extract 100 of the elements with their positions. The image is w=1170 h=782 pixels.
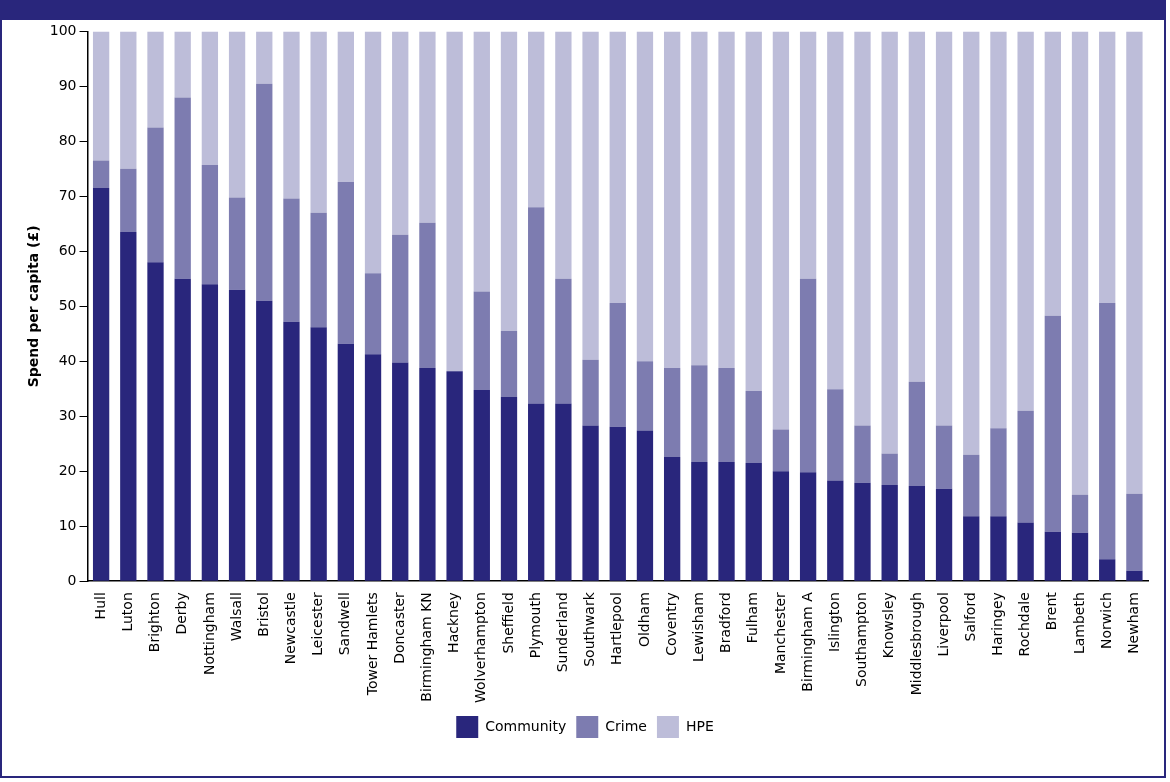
bar <box>364 273 382 355</box>
bar <box>609 426 626 581</box>
bar <box>745 390 762 463</box>
bar <box>364 31 382 274</box>
bar <box>881 453 898 485</box>
x-tick-label: Wolverhampton <box>472 592 489 704</box>
bar <box>1099 559 1116 581</box>
x-tick-label: Southwark <box>581 591 598 667</box>
bar <box>147 262 164 581</box>
x-tick-label: Sandwell <box>336 592 353 656</box>
x-tick-label: Lambeth <box>1070 592 1087 655</box>
bar <box>1017 410 1034 523</box>
bar <box>392 234 409 363</box>
bar <box>555 278 572 404</box>
bar <box>446 31 463 372</box>
bar <box>174 97 191 279</box>
bar <box>718 31 735 368</box>
bar <box>92 31 110 161</box>
bar <box>935 425 953 489</box>
bar <box>528 31 545 208</box>
bar <box>908 381 926 487</box>
x-tick-label: Doncaster <box>390 591 407 664</box>
bar <box>799 472 817 581</box>
bar <box>663 367 681 457</box>
bar <box>174 278 191 581</box>
bar <box>1044 315 1061 532</box>
bar <box>500 397 518 581</box>
bar <box>147 127 164 263</box>
bar <box>1126 570 1143 581</box>
bar <box>555 31 572 279</box>
bar <box>201 31 219 165</box>
y-tick-label: 60 <box>58 241 77 258</box>
legend-label: HPE <box>685 717 714 734</box>
bar <box>310 212 327 328</box>
bar <box>256 83 273 301</box>
bar <box>935 31 953 426</box>
bar <box>582 425 599 581</box>
x-tick-label: Lewisham <box>689 592 706 663</box>
x-tick-label: Manchester <box>771 591 788 675</box>
legend-label: Community <box>485 717 567 734</box>
bar <box>528 207 545 404</box>
x-tick-label: Nottingham <box>200 592 217 675</box>
bar <box>392 362 409 581</box>
bar <box>337 31 354 183</box>
bar <box>283 198 300 322</box>
bar <box>881 484 898 581</box>
x-tick-label: Oldham <box>635 592 652 648</box>
bar <box>555 403 572 581</box>
bar <box>419 222 436 368</box>
y-tick-label: 0 <box>67 571 77 588</box>
x-tick-label: Birmingham KN <box>418 592 435 702</box>
y-tick-label: 90 <box>58 77 77 94</box>
bar <box>636 430 654 581</box>
y-tick-label: 50 <box>58 296 77 313</box>
bar <box>228 31 246 198</box>
bar <box>337 343 354 581</box>
x-tick-label: Newham <box>1125 592 1142 654</box>
bar <box>772 471 790 581</box>
bar <box>419 31 436 223</box>
bar <box>1099 31 1116 304</box>
bar <box>745 463 762 581</box>
bar <box>174 31 191 98</box>
x-tick-label: Bradford <box>717 592 734 653</box>
x-tick-label: Coventry <box>662 592 679 656</box>
bar <box>745 31 762 391</box>
bar <box>854 31 871 426</box>
bar <box>990 516 1007 581</box>
bar <box>92 160 110 189</box>
x-tick-label: Plymouth <box>526 592 543 659</box>
x-tick-label: Luton <box>118 592 135 632</box>
bar <box>827 31 844 390</box>
bar <box>609 31 626 304</box>
bar <box>473 291 490 390</box>
bar <box>364 354 382 581</box>
bar <box>201 165 219 285</box>
bar <box>1071 31 1089 495</box>
bar <box>419 367 436 581</box>
bar <box>636 31 654 362</box>
bar <box>772 31 790 430</box>
y-tick-label: 20 <box>58 461 77 478</box>
y-tick-label: 100 <box>49 22 77 39</box>
x-tick-label: Norwich <box>1097 592 1114 649</box>
bar <box>1017 522 1034 581</box>
x-tick-label: Fulham <box>744 592 761 644</box>
bar <box>283 31 300 199</box>
bar <box>990 428 1007 517</box>
x-tick-label: Rochdale <box>1016 592 1033 657</box>
bar <box>827 389 844 481</box>
x-tick-label: Middlesbrough <box>907 592 924 696</box>
bar <box>283 321 300 581</box>
x-tick-label: Brent <box>1043 591 1060 631</box>
y-axis-title: Spend per capita (£) <box>25 225 42 388</box>
y-tick-label: 70 <box>58 186 77 203</box>
bar <box>963 454 980 517</box>
x-tick-label: Newcastle <box>282 592 299 665</box>
x-tick-label: Salford <box>961 592 978 642</box>
y-tick-label: 30 <box>58 406 77 423</box>
legend-label: Crime <box>605 717 647 734</box>
bar <box>663 456 681 581</box>
x-tick-label: Walsall <box>227 592 244 642</box>
